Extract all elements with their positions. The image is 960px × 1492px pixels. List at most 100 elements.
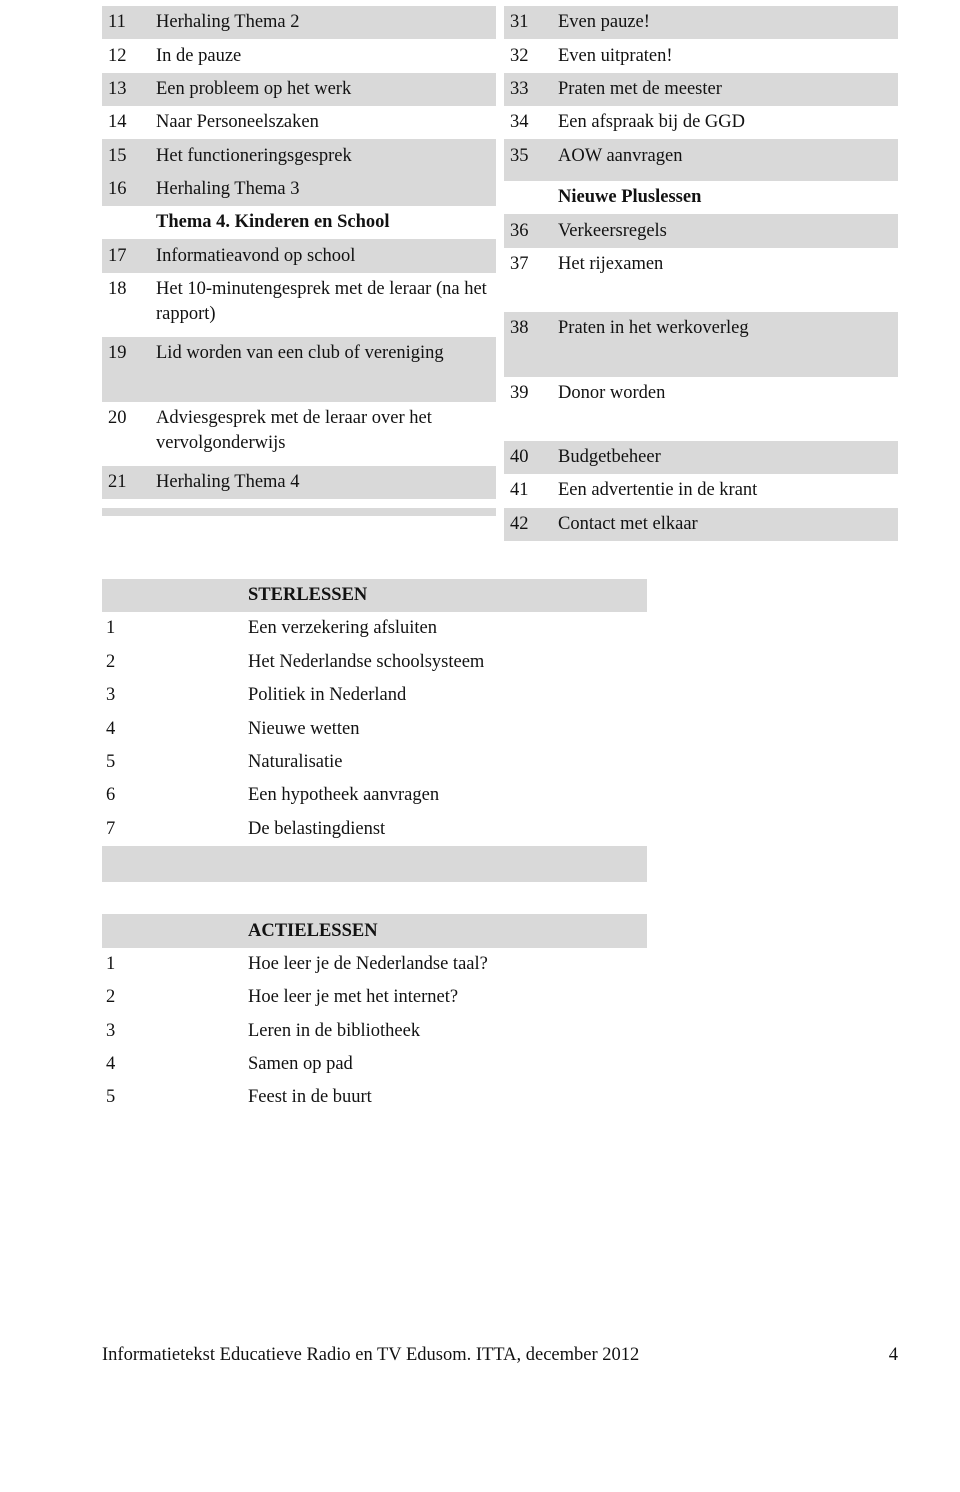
table-row: 42Contact met elkaar [504, 508, 898, 541]
right-column: 31Even pauze!32Even uitpraten!33Praten m… [504, 6, 898, 541]
table-row: 2Het Nederlandse schoolsysteem [102, 646, 647, 679]
row-text: Hoe leer je de Nederlandse taal? [242, 948, 647, 981]
row-text: Thema 4. Kinderen en School [150, 206, 496, 239]
row-number: 34 [504, 106, 552, 139]
row-text: Nieuwe wetten [242, 712, 647, 745]
row-number [504, 181, 552, 214]
row-number: 33 [504, 73, 552, 106]
two-column-tables: 11Herhaling Thema 212In de pauze13Een pr… [102, 6, 898, 541]
table-row: 21Herhaling Thema 4 [102, 466, 496, 499]
row-text: De belastingdienst [242, 812, 647, 845]
table-row: 5Naturalisatie [102, 746, 647, 779]
row-number: 35 [504, 139, 552, 172]
table-row: 4Samen op pad [102, 1048, 647, 1081]
table-row: Thema 4. Kinderen en School [102, 206, 496, 239]
left-column: 11Herhaling Thema 212In de pauze13Een pr… [102, 6, 496, 541]
row-number: 36 [504, 214, 552, 247]
row-text: Het Nederlandse schoolsysteem [242, 646, 647, 679]
table-row: 17Informatieavond op school [102, 239, 496, 272]
table-row: 1Hoe leer je de Nederlandse taal? [102, 948, 647, 981]
row-text: Samen op pad [242, 1048, 647, 1081]
footer-text: Informatietekst Educatieve Radio en TV E… [102, 1345, 639, 1366]
row-text: Een verzekering afsluiten [242, 612, 647, 645]
row-number [102, 206, 150, 239]
table-row: 12In de pauze [102, 39, 496, 72]
table-row [504, 173, 898, 181]
spacer-cell [242, 846, 647, 882]
table-row: 3Leren in de bibliotheek [102, 1014, 647, 1047]
right-table: 31Even pauze!32Even uitpraten!33Praten m… [504, 6, 898, 541]
section-header-label: STERLESSEN [242, 579, 647, 612]
row-number: 3 [102, 1014, 242, 1047]
table-row: 19Lid worden van een club of vereniging [102, 337, 496, 401]
table-row: 13Een probleem op het werk [102, 73, 496, 106]
row-number: 41 [504, 474, 552, 507]
header-empty [102, 579, 242, 612]
row-number: 1 [102, 612, 242, 645]
header-empty [102, 914, 242, 947]
section-header-row: ACTIELESSEN [102, 914, 647, 947]
row-text: Herhaling Thema 2 [150, 6, 496, 39]
section-header-row: STERLESSEN [102, 579, 647, 612]
row-text: Informatieavond op school [150, 239, 496, 272]
sterlessen-table: STERLESSEN1Een verzekering afsluiten2Het… [102, 579, 647, 1115]
spacer-cell [102, 882, 647, 914]
row-text: Contact met elkaar [552, 508, 898, 541]
table-row: 35AOW aanvragen [504, 139, 898, 172]
table-row: 14Naar Personeelszaken [102, 106, 496, 139]
section-header-label: ACTIELESSEN [242, 914, 647, 947]
row-number: 4 [102, 1048, 242, 1081]
row-text: Even pauze! [552, 6, 898, 39]
row-text: AOW aanvragen [552, 139, 898, 172]
table-row: 1Een verzekering afsluiten [102, 612, 647, 645]
row-text: Het functioneringsgesprek [150, 139, 496, 172]
table-row: 4Nieuwe wetten [102, 712, 647, 745]
row-text: Een afspraak bij de GGD [552, 106, 898, 139]
row-number: 14 [102, 106, 150, 139]
table-row: 3Politiek in Nederland [102, 679, 647, 712]
row-number: 19 [102, 337, 150, 401]
spacer-cell [102, 846, 242, 882]
row-number: 39 [504, 377, 552, 441]
page-number: 4 [889, 1345, 898, 1366]
row-number: 6 [102, 779, 242, 812]
row-text: Leren in de bibliotheek [242, 1014, 647, 1047]
row-text: Hoe leer je met het internet? [242, 981, 647, 1014]
row-text: Het rijexamen [552, 248, 898, 312]
row-number [102, 499, 150, 507]
table-row: 32Even uitpraten! [504, 39, 898, 72]
row-text: Een advertentie in de krant [552, 474, 898, 507]
row-number: 13 [102, 73, 150, 106]
table-row: 15Het functioneringsgesprek [102, 139, 496, 172]
table-row: 7De belastingdienst [102, 812, 647, 845]
row-number: 11 [102, 6, 150, 39]
row-number: 2 [102, 646, 242, 679]
row-text: Praten met de meester [552, 73, 898, 106]
row-text [150, 508, 496, 516]
row-text: Een hypotheek aanvragen [242, 779, 647, 812]
row-number: 40 [504, 441, 552, 474]
row-number: 17 [102, 239, 150, 272]
row-text: Even uitpraten! [552, 39, 898, 72]
table-row: 37Het rijexamen [504, 248, 898, 312]
row-text [150, 499, 496, 507]
row-number: 16 [102, 173, 150, 206]
row-text: Lid worden van een club of vereniging [150, 337, 496, 401]
table-row [102, 508, 496, 516]
row-text: Budgetbeheer [552, 441, 898, 474]
row-number: 1 [102, 948, 242, 981]
row-text: Naturalisatie [242, 746, 647, 779]
row-number [102, 508, 150, 516]
page-footer: Informatietekst Educatieve Radio en TV E… [102, 1345, 898, 1366]
spacer-row [102, 846, 647, 882]
table-row: 40Budgetbeheer [504, 441, 898, 474]
table-row: 2Hoe leer je met het internet? [102, 981, 647, 1014]
table-row: 41Een advertentie in de krant [504, 474, 898, 507]
row-number: 32 [504, 39, 552, 72]
table-row: 33Praten met de meester [504, 73, 898, 106]
row-number: 38 [504, 312, 552, 376]
row-text: Naar Personeelszaken [150, 106, 496, 139]
row-text: In de pauze [150, 39, 496, 72]
row-text: Herhaling Thema 3 [150, 173, 496, 206]
row-text: Het 10-minutengesprek met de leraar (na … [150, 273, 496, 337]
